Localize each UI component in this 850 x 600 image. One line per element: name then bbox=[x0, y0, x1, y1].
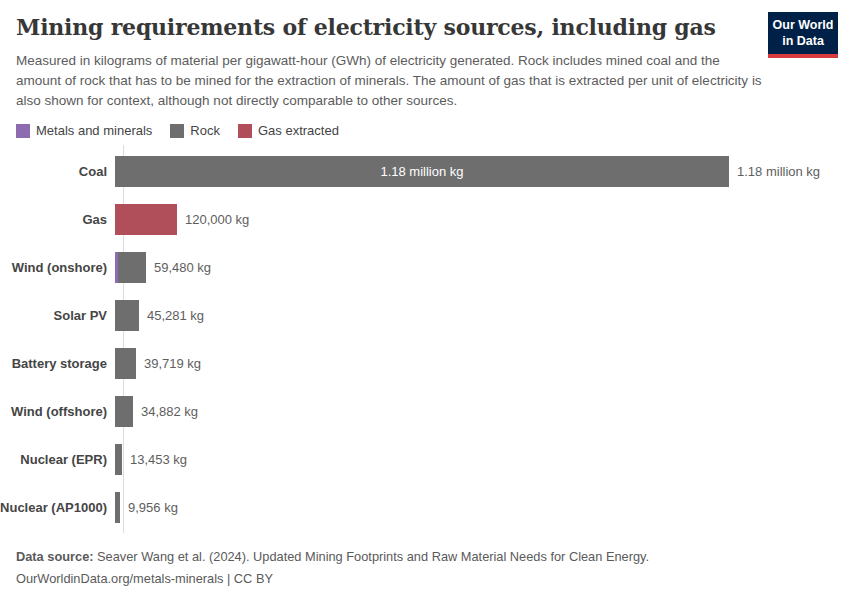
bar-track: 34,882 kg bbox=[115, 396, 198, 427]
bar-track: 9,956 kg bbox=[115, 492, 178, 523]
legend-swatch-rock bbox=[170, 124, 184, 138]
category-label: Solar PV bbox=[0, 308, 115, 323]
bar-inside-label: 1.18 million kg bbox=[115, 156, 729, 187]
bar-segment-rock[interactable]: 1.18 million kg bbox=[115, 156, 729, 187]
category-label: Coal bbox=[0, 164, 115, 179]
bar-segment-rock[interactable] bbox=[115, 396, 133, 427]
data-source-text: Seaver Wang et al. (2024). Updated Minin… bbox=[94, 549, 650, 564]
category-label: Wind (offshore) bbox=[0, 404, 115, 419]
bar-chart: Coal1.18 million kg1.18 million kgGas120… bbox=[0, 147, 850, 531]
bar-track: 59,480 kg bbox=[115, 252, 211, 283]
owid-logo[interactable]: Our World in Data bbox=[768, 12, 838, 58]
legend-swatch-gas bbox=[238, 124, 252, 138]
bar-track: 45,281 kg bbox=[115, 300, 204, 331]
category-label: Nuclear (EPR) bbox=[0, 452, 115, 467]
legend-item[interactable]: Metals and minerals bbox=[16, 123, 152, 138]
chart-row: Nuclear (AP1000) 9,956 kg bbox=[0, 483, 850, 531]
bar-segment-rock[interactable] bbox=[115, 444, 122, 475]
chart-row: Battery storage 39,719 kg bbox=[0, 339, 850, 387]
license-text: | CC BY bbox=[223, 571, 273, 586]
chart-rows: Coal1.18 million kg1.18 million kgGas120… bbox=[0, 147, 850, 531]
footer-source-line: Data source: Seaver Wang et al. (2024). … bbox=[16, 546, 834, 568]
category-label: Battery storage bbox=[0, 356, 115, 371]
bar-value-label: 1.18 million kg bbox=[737, 164, 820, 179]
owid-logo-line2: in Data bbox=[770, 33, 836, 49]
legend-item[interactable]: Gas extracted bbox=[238, 123, 339, 138]
category-label: Wind (onshore) bbox=[0, 260, 115, 275]
bar-track: 1.18 million kg 1.18 million kg bbox=[115, 156, 820, 187]
legend-swatch-metals bbox=[16, 124, 30, 138]
bar-segment-rock[interactable] bbox=[115, 348, 136, 379]
legend-label: Rock bbox=[190, 123, 220, 138]
legend-item[interactable]: Rock bbox=[170, 123, 220, 138]
chart-subtitle: Measured in kilograms of material per gi… bbox=[16, 51, 764, 110]
owid-url-link[interactable]: OurWorldinData.org/metals-minerals bbox=[16, 571, 223, 586]
legend-label: Gas extracted bbox=[258, 123, 339, 138]
bar-segment-gas[interactable] bbox=[115, 204, 177, 235]
chart-footer: Data source: Seaver Wang et al. (2024). … bbox=[16, 546, 834, 590]
bar-segment-rock[interactable] bbox=[115, 300, 139, 331]
chart-row: Wind (onshore) 59,480 kg bbox=[0, 243, 850, 291]
bar-track: 120,000 kg bbox=[115, 204, 249, 235]
data-source-label: Data source: bbox=[16, 549, 94, 564]
chart-row: Coal1.18 million kg1.18 million kg bbox=[0, 147, 850, 195]
chart-page: Mining requirements of electricity sourc… bbox=[0, 0, 850, 600]
bar-value-label: 9,956 kg bbox=[128, 500, 178, 515]
legend: Metals and minerals Rock Gas extracted bbox=[16, 123, 834, 138]
legend-label: Metals and minerals bbox=[36, 123, 152, 138]
bar-track: 39,719 kg bbox=[115, 348, 201, 379]
bar-value-label: 34,882 kg bbox=[141, 404, 198, 419]
footer-license-line: OurWorldinData.org/metals-minerals | CC … bbox=[16, 568, 834, 590]
bar-segment-rock[interactable] bbox=[115, 492, 120, 523]
chart-title: Mining requirements of electricity sourc… bbox=[16, 14, 740, 40]
bar-value-label: 59,480 kg bbox=[154, 260, 211, 275]
bar-value-label: 13,453 kg bbox=[130, 452, 187, 467]
bar-value-label: 120,000 kg bbox=[185, 212, 249, 227]
category-label: Nuclear (AP1000) bbox=[0, 500, 115, 515]
bar-value-label: 45,281 kg bbox=[147, 308, 204, 323]
bar-segment-rock[interactable] bbox=[118, 252, 146, 283]
bar-value-label: 39,719 kg bbox=[144, 356, 201, 371]
owid-logo-line1: Our World bbox=[770, 17, 836, 33]
bar-track: 13,453 kg bbox=[115, 444, 187, 475]
chart-row: Nuclear (EPR) 13,453 kg bbox=[0, 435, 850, 483]
chart-row: Gas 120,000 kg bbox=[0, 195, 850, 243]
category-label: Gas bbox=[0, 212, 115, 227]
chart-row: Solar PV 45,281 kg bbox=[0, 291, 850, 339]
chart-row: Wind (offshore) 34,882 kg bbox=[0, 387, 850, 435]
